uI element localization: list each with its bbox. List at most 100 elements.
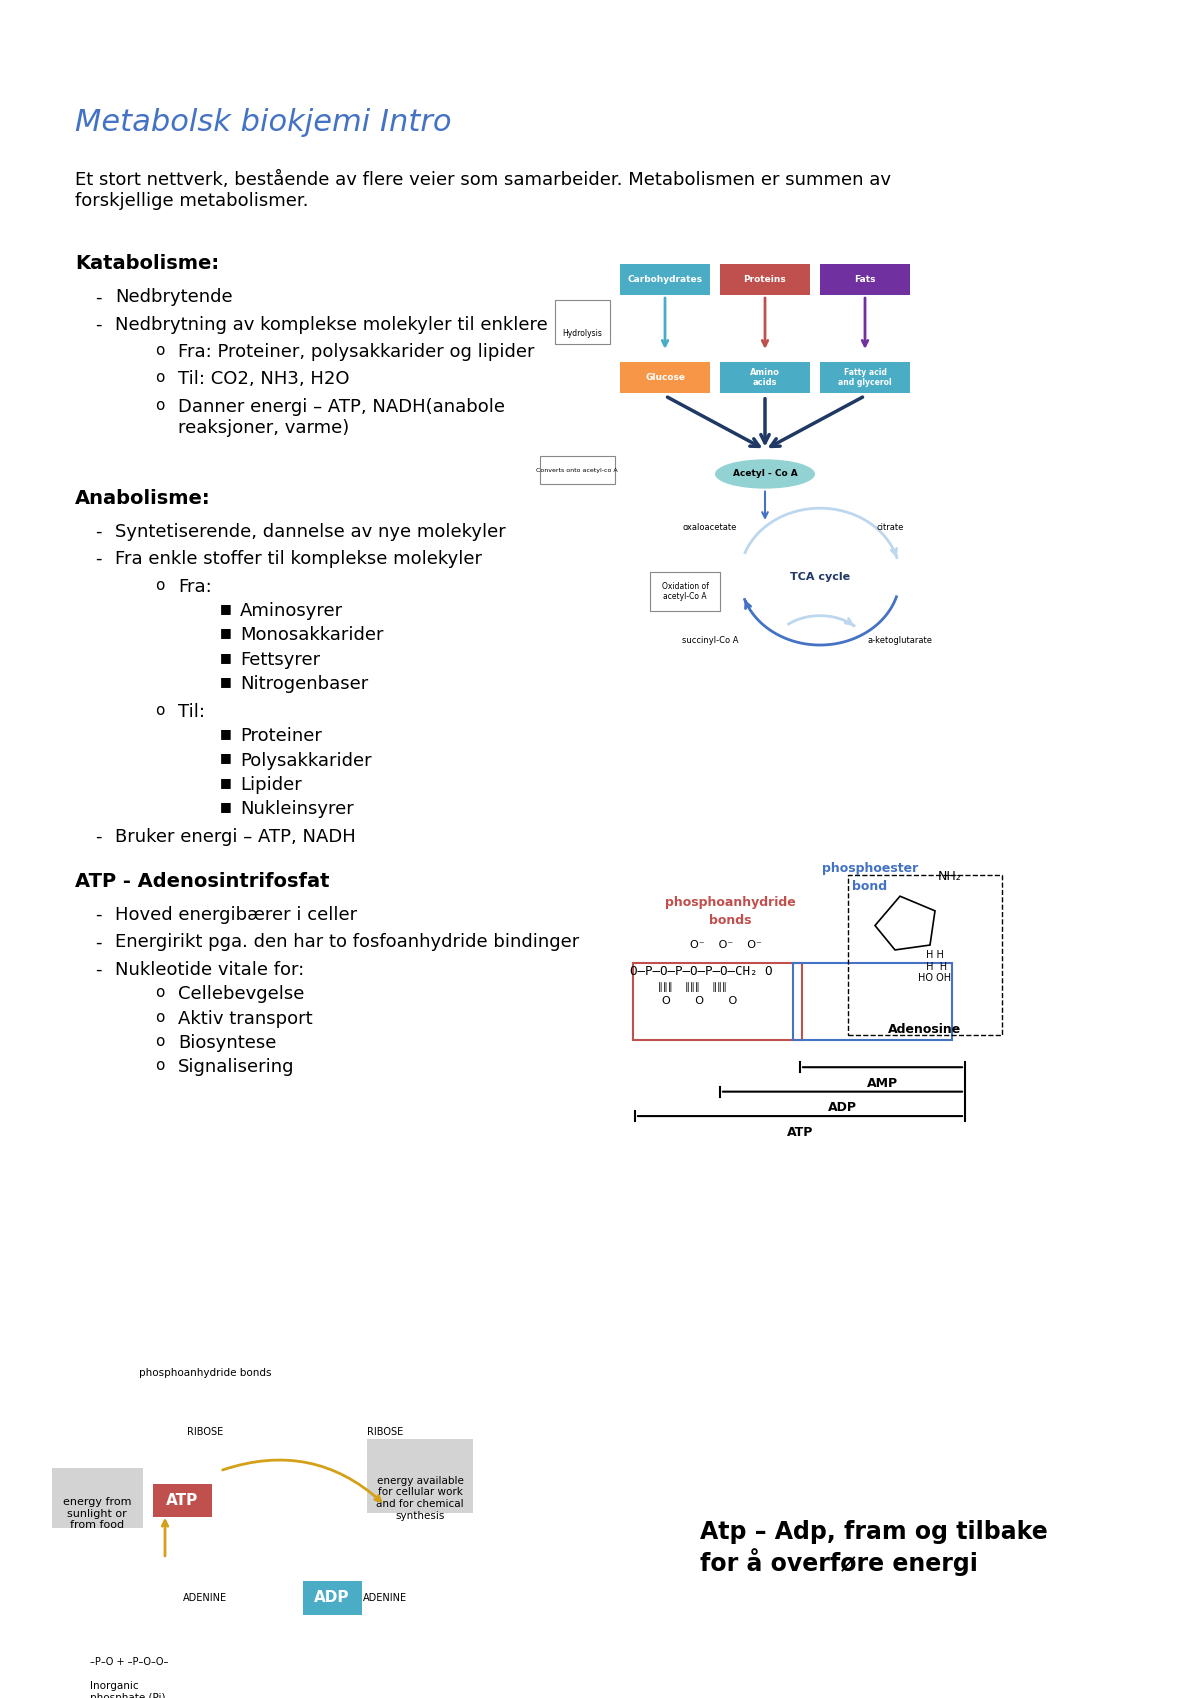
Text: ■: ■ [220,603,232,615]
Text: Proteiner: Proteiner [240,727,322,745]
FancyBboxPatch shape [720,362,810,392]
Text: Fats: Fats [854,275,876,284]
FancyBboxPatch shape [650,572,720,611]
Text: Nitrogenbaser: Nitrogenbaser [240,676,368,693]
Text: ■: ■ [220,800,232,813]
Text: energy available
for cellular work
and for chemical
synthesis: energy available for cellular work and f… [376,1476,464,1520]
Text: energy from
sunlight or
from food: energy from sunlight or from food [62,1498,131,1530]
Text: o: o [155,1058,164,1073]
Text: ATP: ATP [787,1126,814,1139]
Text: TCA cycle: TCA cycle [790,572,850,582]
Text: Syntetiserende, dannelse av nye molekyler: Syntetiserende, dannelse av nye molekyle… [115,523,505,542]
Text: bond: bond [852,880,888,893]
Text: NH₂: NH₂ [938,869,962,883]
Text: Converts onto acetyl-co A: Converts onto acetyl-co A [536,467,618,472]
Ellipse shape [715,460,815,489]
Text: Fra:: Fra: [178,577,211,596]
Text: O       O       O: O O O [662,995,737,1005]
Text: Signalisering: Signalisering [178,1058,294,1077]
Text: Acetyl - Co A: Acetyl - Co A [733,469,797,479]
Text: Til:: Til: [178,703,205,720]
Text: ■: ■ [220,627,232,640]
Text: H H
 H  H
HO OH: H H H H HO OH [918,949,952,983]
FancyBboxPatch shape [154,1484,212,1516]
Text: Inorganic
phosphate (Pi): Inorganic phosphate (Pi) [90,1681,166,1698]
Text: ■: ■ [220,650,232,664]
Text: ■: ■ [220,776,232,790]
Text: Bruker energi – ATP, NADH: Bruker energi – ATP, NADH [115,829,355,846]
Text: Aktiv transport: Aktiv transport [178,1010,313,1027]
Text: -: - [95,316,102,335]
Text: ATP: ATP [166,1493,198,1508]
Text: Polysakkarider: Polysakkarider [240,752,372,769]
Text: -: - [95,289,102,306]
Text: O–P–O–P–O–P–O–CH₂ O: O–P–O–P–O–P–O–CH₂ O [630,964,773,978]
Text: ADENINE: ADENINE [182,1593,227,1603]
Text: -: - [95,907,102,924]
Text: a-ketoglutarate: a-ketoglutarate [868,635,932,645]
Text: Hydrolysis: Hydrolysis [562,329,602,338]
Text: ATP - Adenosintrifosfat: ATP - Adenosintrifosfat [74,871,330,891]
Text: ■: ■ [220,676,232,688]
Text: bonds: bonds [709,914,751,927]
FancyBboxPatch shape [52,1467,143,1528]
Text: Fettsyrer: Fettsyrer [240,650,320,669]
Text: Metabolsk biokjemi Intro: Metabolsk biokjemi Intro [74,107,451,136]
Text: Fra enkle stoffer til komplekse molekyler: Fra enkle stoffer til komplekse molekyle… [115,550,482,569]
FancyBboxPatch shape [540,457,616,484]
Text: AMP: AMP [866,1077,898,1090]
Text: Hoved energibærer i celler: Hoved energibærer i celler [115,907,358,924]
Text: -: - [95,829,102,846]
Text: Et stort nettverk, bestående av flere veier som samarbeider. Metabolismen er sum: Et stort nettverk, bestående av flere ve… [74,171,890,211]
Text: Cellebevgelse: Cellebevgelse [178,985,305,1004]
Text: o: o [155,1010,164,1024]
Text: phosphoester: phosphoester [822,863,918,874]
Text: Danner energi – ATP, NADH(anabole: Danner energi – ATP, NADH(anabole [178,397,505,416]
Text: o: o [155,370,164,385]
Text: Nukleotide vitale for:: Nukleotide vitale for: [115,961,305,978]
Text: Atp – Adp, fram og tilbake
for å overføre energi: Atp – Adp, fram og tilbake for å overfør… [700,1520,1048,1576]
Text: Glucose: Glucose [646,374,685,382]
Text: O⁻    O⁻    O⁻: O⁻ O⁻ O⁻ [690,941,762,951]
Text: o: o [155,397,164,413]
Text: citrate: citrate [876,523,904,531]
Text: o: o [155,343,164,358]
Text: ■: ■ [220,752,232,764]
FancyBboxPatch shape [620,263,710,295]
Text: Oxidation of
acetyl-Co A: Oxidation of acetyl-Co A [661,582,708,601]
FancyBboxPatch shape [554,301,610,345]
FancyBboxPatch shape [720,263,810,295]
Text: Amino
acids: Amino acids [750,367,780,387]
Text: -: - [95,550,102,569]
Text: -: - [95,934,102,951]
Text: Proteins: Proteins [744,275,786,284]
Text: phosphoanhydride: phosphoanhydride [665,897,796,908]
Text: Monosakkarider: Monosakkarider [240,627,384,645]
FancyBboxPatch shape [820,263,910,295]
Text: Aminosyrer: Aminosyrer [240,603,343,620]
Text: RIBOSE: RIBOSE [367,1426,403,1437]
Text: ■: ■ [220,727,232,740]
Text: o: o [155,985,164,1000]
Text: ∥∥∥    ∥∥∥    ∥∥∥: ∥∥∥ ∥∥∥ ∥∥∥ [658,981,727,992]
Text: Carbohydrates: Carbohydrates [628,275,702,284]
Text: o: o [155,703,164,718]
Text: RIBOSE: RIBOSE [187,1426,223,1437]
Text: Til: CO2, NH3, H2O: Til: CO2, NH3, H2O [178,370,349,389]
Text: o: o [155,577,164,593]
Text: Biosyntese: Biosyntese [178,1034,276,1053]
Text: ADENINE: ADENINE [362,1593,407,1603]
FancyBboxPatch shape [820,362,910,392]
Text: Nedbrytende: Nedbrytende [115,289,233,306]
Text: ADP: ADP [314,1591,349,1605]
Text: oxaloacetate: oxaloacetate [683,523,737,531]
Text: Katabolisme:: Katabolisme: [74,255,220,273]
Text: Energirikt pga. den har to fosfoanhydride bindinger: Energirikt pga. den har to fosfoanhydrid… [115,934,580,951]
Text: -: - [95,523,102,542]
Text: Nukleinsyrer: Nukleinsyrer [240,800,354,818]
FancyBboxPatch shape [302,1581,362,1615]
Text: succinyl-Co A: succinyl-Co A [682,635,738,645]
FancyBboxPatch shape [620,362,710,392]
Text: Fra: Proteiner, polysakkarider og lipider: Fra: Proteiner, polysakkarider og lipide… [178,343,534,362]
Text: –P–O + –P–O–O–: –P–O + –P–O–O– [90,1657,168,1666]
